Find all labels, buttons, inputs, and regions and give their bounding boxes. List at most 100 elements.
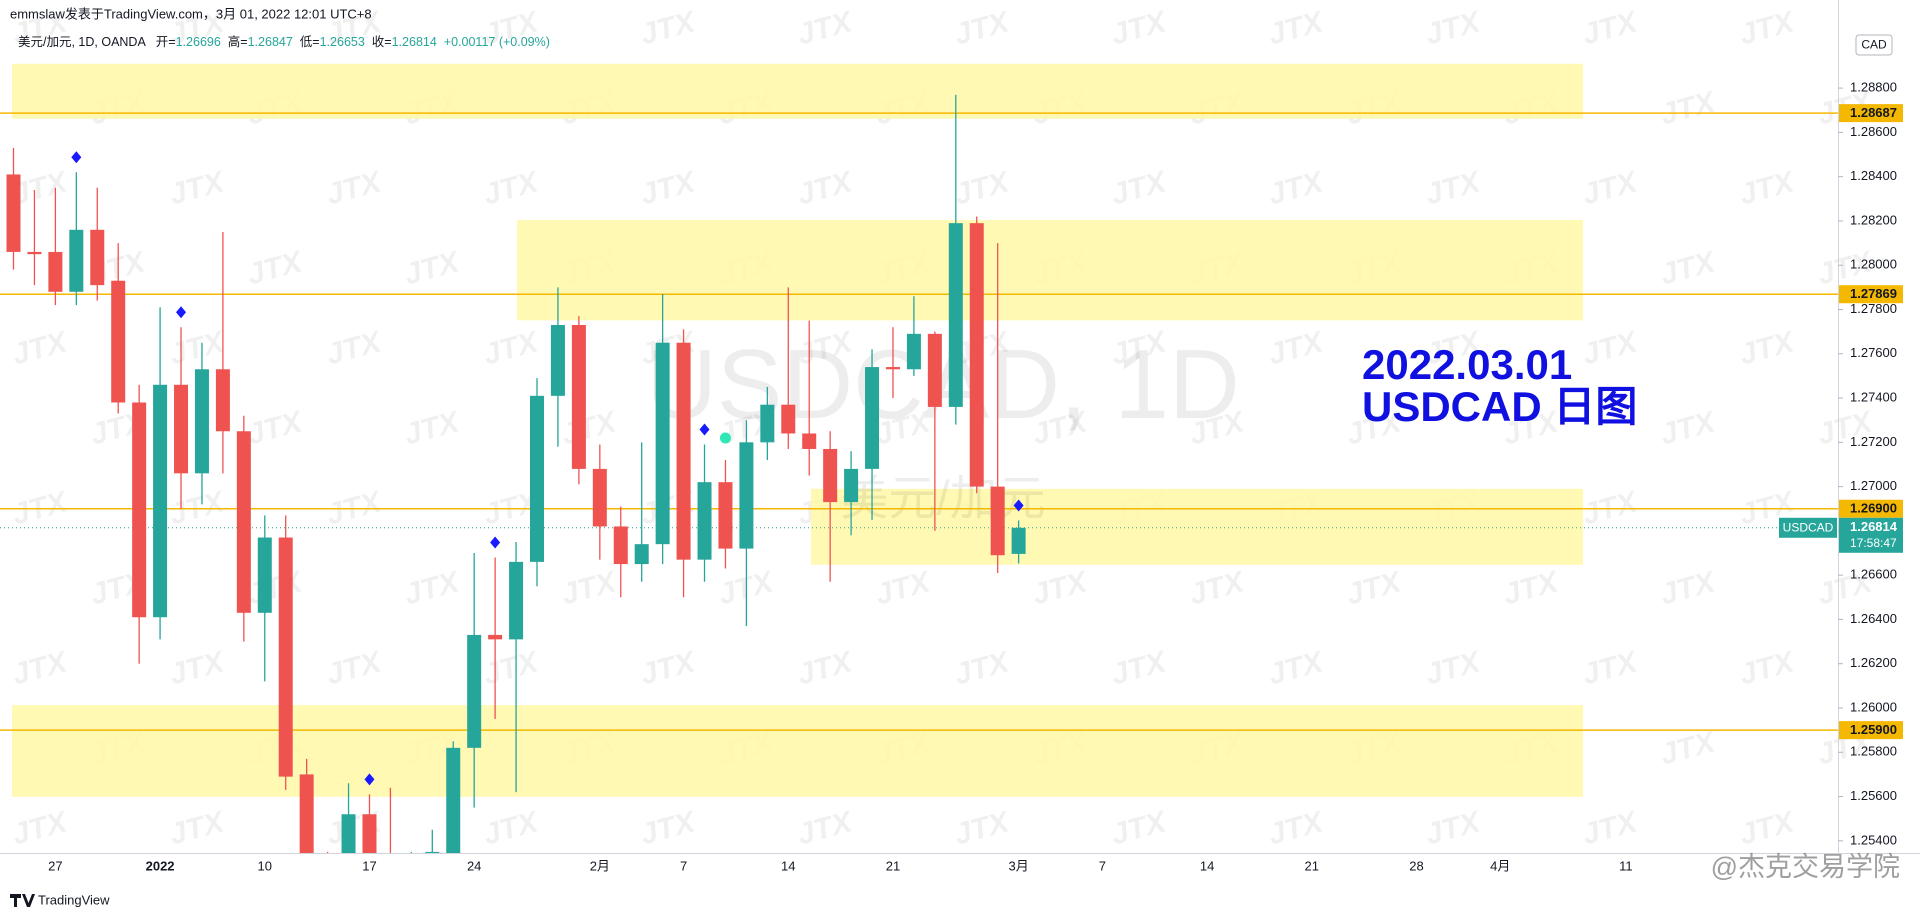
annotation: USDCAD 日图 [1362, 383, 1637, 430]
candle-body [299, 774, 314, 853]
level-tag-label: 1.28687 [1850, 105, 1897, 120]
candle-body [990, 486, 1005, 556]
level-tag [1839, 104, 1903, 123]
signal-diamond [1013, 499, 1024, 512]
candle-body [153, 384, 168, 618]
candle-body [823, 448, 838, 503]
candle-body [467, 634, 482, 748]
level-tag-label: 1.27869 [1850, 286, 1897, 301]
candle-body [906, 333, 921, 370]
legend-ohlc-value: 1.26847 [248, 35, 293, 49]
last-price-name-tag [1779, 517, 1837, 538]
legend-change: +0.00117 (+0.09%) [444, 35, 550, 49]
candle-body [948, 223, 963, 407]
symbol-watermark: USDCAD, 1D [646, 329, 1240, 439]
y-tick-label: 1.27200 [1850, 434, 1897, 449]
last-price-tag [1839, 517, 1903, 553]
candle-body [48, 251, 63, 292]
candle-body [592, 468, 607, 527]
brand-name: TradingView [38, 892, 110, 907]
y-tick-label: 1.28200 [1850, 212, 1897, 227]
legend-ohlc-label: 开= [156, 35, 176, 49]
candle-body [885, 367, 900, 370]
y-tick-label: 1.25600 [1850, 788, 1897, 803]
zone [12, 705, 1583, 797]
zone [811, 488, 1583, 565]
x-tick-label: 2月 [590, 858, 610, 873]
level-tag [1839, 721, 1903, 740]
y-tick-label: 1.26200 [1850, 655, 1897, 670]
signal-diamond [364, 773, 375, 786]
y-tick-label: 1.25400 [1850, 832, 1897, 847]
x-tick-label: 28 [1409, 858, 1423, 873]
candle-body [236, 431, 251, 613]
candle-body [676, 342, 691, 560]
candle-body [739, 442, 754, 549]
y-tick-label: 1.28800 [1850, 80, 1897, 95]
level-tag [1839, 285, 1903, 304]
candle-body [90, 229, 105, 286]
x-tick-label: 7 [680, 858, 687, 873]
candle-body [969, 223, 984, 487]
candle-body [6, 174, 21, 252]
candle-body [362, 814, 377, 853]
signal-diamond [176, 306, 187, 319]
candle-body [27, 251, 42, 255]
legend-ohlc-value: 1.26653 [320, 35, 365, 49]
candle-body [781, 404, 796, 434]
y-tick-label: 1.27800 [1850, 301, 1897, 316]
brand-logo [10, 894, 35, 907]
x-tick-label: 14 [781, 858, 795, 873]
last-price-countdown: 17:58:47 [1850, 536, 1897, 550]
y-tick-label: 1.26600 [1850, 567, 1897, 582]
candle-body [446, 747, 461, 853]
x-tick-label: 2022 [146, 858, 175, 873]
candle-body [760, 404, 775, 443]
candle-body [802, 433, 817, 449]
y-tick-label: 1.28600 [1850, 124, 1897, 139]
y-tick-label: 1.27000 [1850, 478, 1897, 493]
legend-ohlc-label: 高= [228, 34, 248, 49]
y-tick-label: 1.28400 [1850, 168, 1897, 183]
candle-body [425, 851, 440, 853]
x-tick-label: 14 [1200, 858, 1214, 873]
annotation: 2022.03.01 [1362, 341, 1572, 388]
level-tag-label: 1.25900 [1850, 722, 1897, 737]
candle-body [509, 561, 524, 640]
candle-body [488, 634, 503, 640]
candle-body [718, 482, 733, 549]
candle-body [257, 537, 272, 613]
legend-ohlc-value: 1.26814 [392, 35, 437, 49]
candle-body [530, 395, 544, 562]
candle-body [341, 814, 356, 853]
candle-body [132, 402, 147, 618]
x-tick-label: 17 [362, 858, 376, 873]
legend-ohlc-label: 低= [300, 35, 320, 49]
x-tick-label: 21 [886, 858, 900, 873]
candle-body [927, 333, 942, 407]
y-tick-label: 1.28000 [1850, 257, 1897, 272]
symbol-watermark-sub: 美元/加元 [840, 473, 1045, 526]
last-price-name: USDCAD [1783, 520, 1834, 534]
header-text: emmslaw发表于TradingView.com，3月 01, 2022 12… [10, 6, 372, 21]
candle-body [844, 468, 859, 503]
candle-body [655, 342, 670, 545]
x-tick-label: 21 [1305, 858, 1319, 873]
x-tick-label: 3月 [1009, 858, 1029, 873]
axis-unit-box [1855, 34, 1893, 56]
zone [517, 220, 1583, 321]
x-tick-label: 4月 [1490, 858, 1510, 873]
legend-symbol: 美元/加元, 1D, OANDA [18, 35, 146, 49]
signal-diamond [71, 151, 82, 164]
x-tick-label: 24 [467, 858, 481, 873]
legend-ohlc-label: 收= [372, 35, 392, 49]
candle-body [634, 544, 649, 565]
candle-body [1011, 527, 1026, 554]
x-tick-label: 27 [48, 858, 62, 873]
level-tag-label: 1.26900 [1850, 501, 1897, 516]
candle-body [571, 324, 586, 469]
candle-body [215, 369, 230, 432]
candle-body [278, 537, 293, 777]
